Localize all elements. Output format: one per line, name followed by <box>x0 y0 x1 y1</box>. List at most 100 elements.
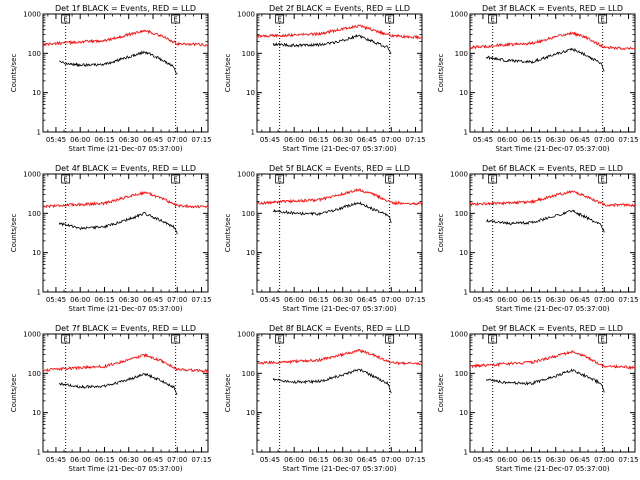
time-marker-box <box>171 334 181 344</box>
y-tick-label: 1 <box>464 289 468 297</box>
lld-series-line <box>42 29 209 47</box>
time-marker-label: E <box>600 336 604 344</box>
x-tick-label: 05:45 <box>46 456 66 464</box>
time-marker-box <box>275 174 285 184</box>
y-axis-label: Counts/sec <box>437 374 445 413</box>
time-marker-label: E <box>277 336 281 344</box>
y-tick-label: 1000 <box>23 171 41 179</box>
x-tick-label: 07:15 <box>618 296 638 304</box>
y-tick-label: 1000 <box>237 331 255 339</box>
detector-panel-5: Det 5f BLACK = Events, RED = LLD 1 10 100 10… <box>224 164 426 313</box>
plot-frame <box>42 13 209 133</box>
y-tick-label: 1000 <box>23 331 41 339</box>
time-marker-label: E <box>63 336 67 344</box>
y-tick-label: 1 <box>464 449 468 457</box>
y-tick-label: 1 <box>251 289 255 297</box>
panel-title: Det 3f BLACK = Events, RED = LLD <box>482 4 623 13</box>
time-marker-label: E <box>387 336 391 344</box>
time-marker-box <box>61 334 71 344</box>
time-marker-box <box>385 334 395 344</box>
x-tick-label: 05:45 <box>46 296 66 304</box>
x-tick-label: 05:45 <box>260 136 280 144</box>
time-marker-label: E <box>63 16 67 24</box>
panel-title: Det 1f BLACK = Events, RED = LLD <box>55 4 196 13</box>
time-marker-label: E <box>173 176 177 184</box>
panel-title: Det 4f BLACK = Events, RED = LLD <box>55 164 196 173</box>
lld-series-line <box>42 352 209 373</box>
x-tick-label: 07:00 <box>167 456 187 464</box>
events-series-line <box>58 211 178 235</box>
x-tick-label: 06:30 <box>546 296 566 304</box>
y-tick-label: 1000 <box>23 11 41 19</box>
x-tick-label: 06:45 <box>143 456 163 464</box>
y-axis-label: Counts/sec <box>10 374 18 413</box>
panel-title: Det 9f BLACK = Events, RED = LLD <box>482 324 623 333</box>
x-tick-label: 06:15 <box>521 456 541 464</box>
time-marker-box <box>385 174 395 184</box>
x-axis-label: Start Time (21-Dec-07 05:37:00) <box>282 305 396 313</box>
time-marker-box <box>61 14 71 24</box>
x-tick-label: 05:45 <box>473 296 493 304</box>
time-marker-label: E <box>600 176 604 184</box>
x-tick-label: 06:15 <box>308 296 328 304</box>
x-tick-label: 06:00 <box>70 296 90 304</box>
x-tick-label: 07:00 <box>594 136 614 144</box>
x-axis-label: Start Time (21-Dec-07 05:37:00) <box>495 305 609 313</box>
x-tick-label: 06:45 <box>570 296 590 304</box>
x-tick-label: 06:15 <box>94 296 114 304</box>
time-marker-box <box>598 334 608 344</box>
x-tick-label: 06:30 <box>546 456 566 464</box>
panel-title: Det 8f BLACK = Events, RED = LLD <box>269 324 410 333</box>
lld-series-line <box>256 348 423 366</box>
y-tick-label: 10 <box>459 89 468 97</box>
x-tick-label: 06:45 <box>357 456 377 464</box>
time-marker-box <box>61 174 71 184</box>
y-tick-label: 10 <box>32 409 41 417</box>
time-marker-box <box>385 14 395 24</box>
time-marker-label: E <box>277 16 281 24</box>
time-marker-label: E <box>490 16 494 24</box>
x-tick-label: 07:15 <box>405 456 425 464</box>
y-tick-label: 100 <box>28 210 41 218</box>
time-marker-label: E <box>63 176 67 184</box>
y-tick-label: 100 <box>28 50 41 58</box>
x-axis-label: Start Time (21-Dec-07 05:37:00) <box>495 145 609 153</box>
x-tick-label: 06:45 <box>357 296 377 304</box>
x-tick-label: 06:00 <box>497 296 517 304</box>
x-tick-label: 06:30 <box>119 136 139 144</box>
y-tick-label: 10 <box>246 409 255 417</box>
events-series-line <box>485 368 605 393</box>
lld-series-line <box>469 31 636 51</box>
x-tick-label: 05:45 <box>260 296 280 304</box>
panel-title: Det 6f BLACK = Events, RED = LLD <box>482 164 623 173</box>
y-tick-label: 100 <box>242 50 255 58</box>
x-tick-label: 06:15 <box>521 296 541 304</box>
lld-series-line <box>256 187 423 206</box>
x-tick-label: 06:00 <box>284 296 304 304</box>
plot-frame <box>42 333 209 453</box>
x-tick-label: 07:00 <box>167 136 187 144</box>
x-tick-label: 06:15 <box>308 136 328 144</box>
y-axis-label: Counts/sec <box>10 214 18 253</box>
plot-frame <box>256 13 423 133</box>
x-tick-label: 06:00 <box>284 456 304 464</box>
y-tick-label: 10 <box>246 249 255 257</box>
x-axis-label: Start Time (21-Dec-07 05:37:00) <box>282 465 396 473</box>
y-axis-label: Counts/sec <box>10 54 18 93</box>
detector-panel-8: Det 8f BLACK = Events, RED = LLD 1 10 100 10… <box>224 324 426 473</box>
detector-panel-3: Det 3f BLACK = Events, RED = LLD 1 10 100 10… <box>437 4 639 153</box>
x-tick-label: 07:00 <box>381 456 401 464</box>
y-axis-label: Counts/sec <box>224 214 232 253</box>
detector-panel-4: Det 4f BLACK = Events, RED = LLD 1 10 100 10… <box>10 164 212 313</box>
y-tick-label: 100 <box>455 210 468 218</box>
x-axis-label: Start Time (21-Dec-07 05:37:00) <box>68 305 182 313</box>
x-tick-label: 05:45 <box>260 456 280 464</box>
x-tick-label: 07:00 <box>381 136 401 144</box>
plot-frame <box>42 173 209 293</box>
x-tick-label: 06:45 <box>143 136 163 144</box>
x-tick-label: 06:30 <box>546 136 566 144</box>
x-tick-label: 06:45 <box>570 136 590 144</box>
x-tick-label: 06:15 <box>308 456 328 464</box>
y-tick-label: 1000 <box>450 11 468 19</box>
y-tick-label: 1 <box>37 129 41 137</box>
